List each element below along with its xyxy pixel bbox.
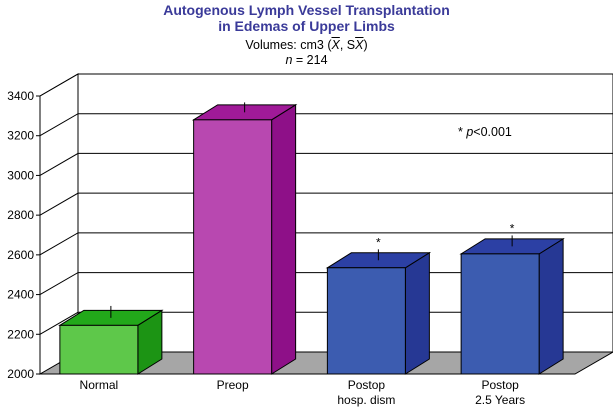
y-tick-label: 3000 bbox=[7, 168, 34, 182]
gridline bbox=[39, 113, 613, 137]
bar-front bbox=[460, 253, 540, 375]
category-label: Postop bbox=[348, 378, 386, 392]
bar-4 bbox=[459, 235, 565, 375]
gridline bbox=[39, 232, 613, 256]
chart-subtitle: Volumes: cm3 (X, SX) bbox=[245, 38, 368, 52]
bar-front bbox=[326, 267, 406, 375]
bar-2 bbox=[191, 102, 298, 375]
gridline bbox=[39, 272, 613, 296]
category-label-line2: hosp. dism bbox=[337, 393, 395, 407]
y-tick-label: 3400 bbox=[7, 89, 34, 103]
bar-front bbox=[59, 324, 139, 375]
significance-marker: * bbox=[510, 221, 515, 235]
y-tick-label: 2000 bbox=[7, 367, 34, 381]
category-label: Normal bbox=[80, 378, 119, 392]
y-tick-label: 2800 bbox=[7, 208, 34, 222]
bar-1 bbox=[58, 305, 164, 375]
y-tick-label: 2600 bbox=[7, 248, 34, 262]
category-label-line2: 2.5 Years bbox=[475, 393, 525, 407]
category-label: Postop bbox=[481, 378, 519, 392]
bar-front bbox=[193, 119, 273, 375]
gridline bbox=[39, 311, 613, 335]
gridline bbox=[39, 152, 613, 176]
significance-marker: * bbox=[376, 235, 381, 249]
bar-3 bbox=[325, 249, 432, 375]
bar-side bbox=[271, 103, 297, 375]
y-tick-label: 2400 bbox=[7, 288, 34, 302]
gridline bbox=[39, 73, 613, 97]
p-value-annotation: * p<0.001 bbox=[458, 125, 512, 139]
y-tick-label: 2200 bbox=[7, 327, 34, 341]
chart-title-line1: Autogenous Lymph Vessel Transplantation bbox=[163, 2, 450, 18]
y-tick-label: 3200 bbox=[7, 129, 34, 143]
sample-size-label: n = 214 bbox=[285, 53, 328, 67]
bar-side bbox=[404, 251, 430, 375]
chart-title-line2: in Edemas of Upper Limbs bbox=[218, 18, 395, 34]
gridline bbox=[39, 192, 613, 216]
category-label: Preop bbox=[217, 378, 249, 392]
bar-side bbox=[538, 237, 564, 375]
